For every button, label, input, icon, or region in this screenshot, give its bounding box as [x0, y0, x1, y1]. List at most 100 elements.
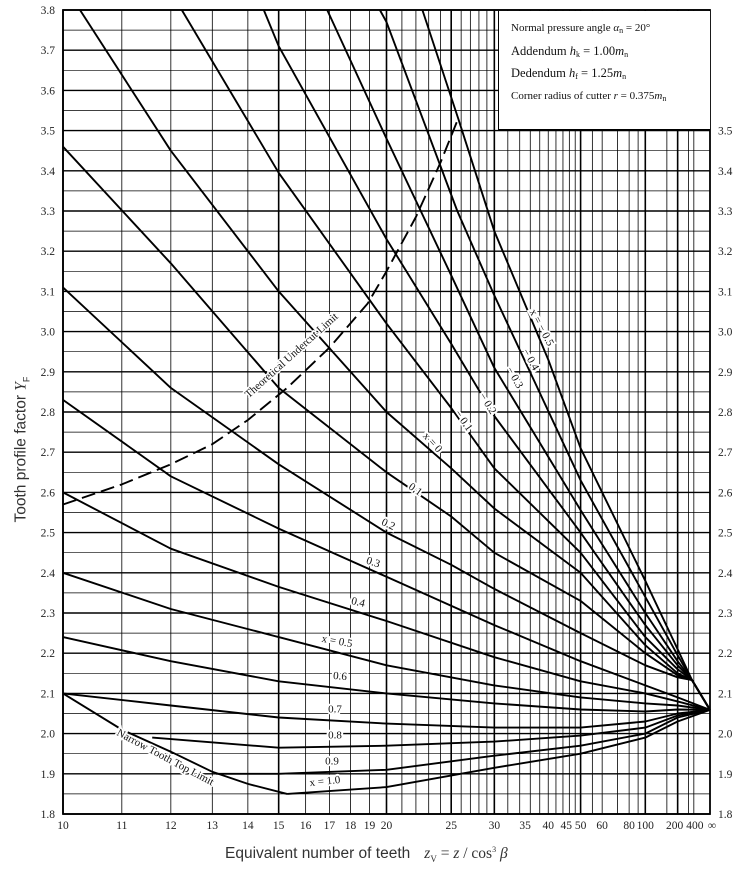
theoretical-undercut-limit-line	[62, 118, 460, 506]
curve-label: x = 1.0	[309, 774, 342, 789]
y-tick-label-right: 2.3	[718, 608, 733, 620]
y-tick-label-right: 3.0	[718, 327, 733, 339]
x-tick-label: 60	[596, 820, 608, 832]
x-tick-label: 50	[575, 820, 587, 832]
y-tick-label-left: 2.9	[41, 367, 56, 379]
x-axis-formula: zV = z / cos3 β	[424, 845, 508, 865]
y-tick-label-left: 2.8	[41, 407, 56, 419]
curve-label: 0.7	[328, 704, 342, 716]
y-tick-label-left: 2.3	[41, 608, 56, 620]
curve-x-0.1	[180, 9, 711, 711]
curve-x1.0	[287, 709, 711, 795]
y-tick-label-left: 3.7	[41, 45, 56, 57]
x-tick-label: 19	[364, 820, 376, 832]
x-tick-label: 400	[686, 820, 704, 832]
theoretical-undercut-limit-label: Theoretical Undercut Limit	[243, 311, 341, 401]
x-tick-label: 20	[381, 820, 393, 832]
param-addendum: Addendum hk = 1.00mn	[511, 43, 629, 59]
y-tick-label-left: 1.9	[41, 769, 56, 781]
y-tick-label-right: 3.4	[718, 166, 733, 178]
param-corner-radius: Corner radius of cutter r = 0.375mn	[511, 89, 667, 103]
curve-x0.3	[62, 399, 711, 711]
y-tick-label-right: 2.7	[718, 447, 733, 459]
curve-x0.1	[62, 146, 711, 711]
y-tick-label-left: 2.5	[41, 528, 56, 540]
curve-x0.7	[62, 692, 711, 729]
y-tick-label-left: 2.4	[41, 568, 56, 580]
y-tick-label-left: 1.8	[41, 809, 56, 821]
curve-x0	[79, 9, 711, 711]
curve-x0.5	[62, 571, 711, 711]
y-tick-label-right: 3.2	[718, 246, 733, 258]
y-axis-title: Tooth profile factor YF	[12, 376, 32, 523]
x-tick-label: 18	[345, 820, 357, 832]
curve-label: − 0.4	[520, 347, 542, 373]
y-tick-label-right: 2.4	[718, 568, 733, 580]
y-tick-label-left: 3.0	[41, 327, 56, 339]
curve-label: 0.4	[350, 595, 367, 610]
curve-label: − 0.2	[476, 391, 498, 417]
x-tick-label: 45	[560, 820, 572, 832]
y-tick-label-left: 2.7	[41, 447, 56, 459]
x-tick-label: 25	[445, 820, 457, 832]
x-tick-label: 80	[623, 820, 635, 832]
curve-label: 0.8	[328, 730, 342, 742]
x-tick-label: 35	[519, 820, 531, 832]
curve-x0.8	[152, 708, 711, 749]
y-tick-label-left: 3.4	[41, 166, 56, 178]
curve-x-0.2	[262, 9, 711, 711]
y-tick-label-left: 2.1	[41, 688, 56, 700]
y-tick-label-right: 2.1	[718, 688, 733, 700]
curve-x0.9	[216, 708, 711, 775]
curve-x0.2	[62, 286, 711, 711]
y-tick-label-left: 2.6	[41, 487, 56, 499]
x-tick-label: 100	[637, 820, 655, 832]
curve-label: 0.9	[325, 756, 339, 768]
y-tick-label-left: 2.0	[41, 729, 56, 741]
x-tick-label: 13	[207, 820, 219, 832]
y-tick-label-right: 2.5	[718, 528, 733, 540]
curve-x-0.4	[379, 9, 711, 711]
x-tick-label: 40	[543, 820, 555, 832]
x-axis-title: Equivalent number of teeth zV = z / cos3 …	[225, 845, 508, 865]
y-tick-label-right: 2.9	[718, 367, 733, 379]
x-tick-label: 12	[165, 820, 177, 832]
y-tick-label-left: 3.1	[41, 286, 56, 298]
y-tick-label-left: 3.6	[41, 85, 56, 97]
curve-label: x = 0.5	[321, 633, 354, 650]
x-tick-label: 15	[273, 820, 285, 832]
y-tick-label-left: 3.2	[41, 246, 56, 258]
narrow-tooth-top-limit-line	[62, 692, 288, 795]
curve-x-0.5	[421, 9, 711, 711]
curve-label: 0.6	[333, 670, 348, 683]
y-tick-label-right: 2.0	[718, 729, 733, 741]
x-tick-label: 14	[242, 820, 254, 832]
x-tick-label: ∞	[708, 820, 716, 832]
param-dedendum: Dedendum hf = 1.25mn	[511, 66, 627, 81]
x-tick-label: 16	[300, 820, 312, 832]
y-tick-label-right: 2.8	[718, 407, 733, 419]
x-tick-label: 11	[116, 820, 127, 832]
x-tick-label: 30	[489, 820, 501, 832]
x-tick-label: 17	[324, 820, 336, 832]
curve-x0.4	[62, 491, 711, 711]
y-tick-label-right: 3.1	[718, 286, 733, 298]
y-tick-label-left: 2.2	[41, 648, 56, 660]
curves	[62, 9, 711, 795]
tick-labels: 10 11 12 13 14 15 16 17 18 19 20 25 30 35 40 45 50 60 80 10…	[41, 5, 733, 832]
x-tick-label: 10	[57, 820, 69, 832]
curve-x0.6	[62, 636, 711, 713]
y-tick-label-left: 3.3	[41, 206, 56, 218]
param-pressure-angle: Normal pressure angle αn = 20°	[511, 22, 651, 35]
y-tick-label-right: 1.8	[718, 809, 733, 821]
parameters-box: Normal pressure angle αn = 20° Addendum …	[498, 11, 710, 130]
y-tick-label-right: 3.3	[718, 206, 733, 218]
y-tick-label-right: 1.9	[718, 769, 733, 781]
narrow-tooth-top-limit-label: Narrow Tooth Top Limit	[115, 727, 216, 788]
plot-frame	[62, 9, 711, 815]
y-tick-label-right: 2.6	[718, 487, 733, 499]
x-tick-label: 200	[666, 820, 684, 832]
y-tick-label-right: 3.5	[718, 126, 733, 138]
curve-x-0.3	[326, 9, 711, 711]
